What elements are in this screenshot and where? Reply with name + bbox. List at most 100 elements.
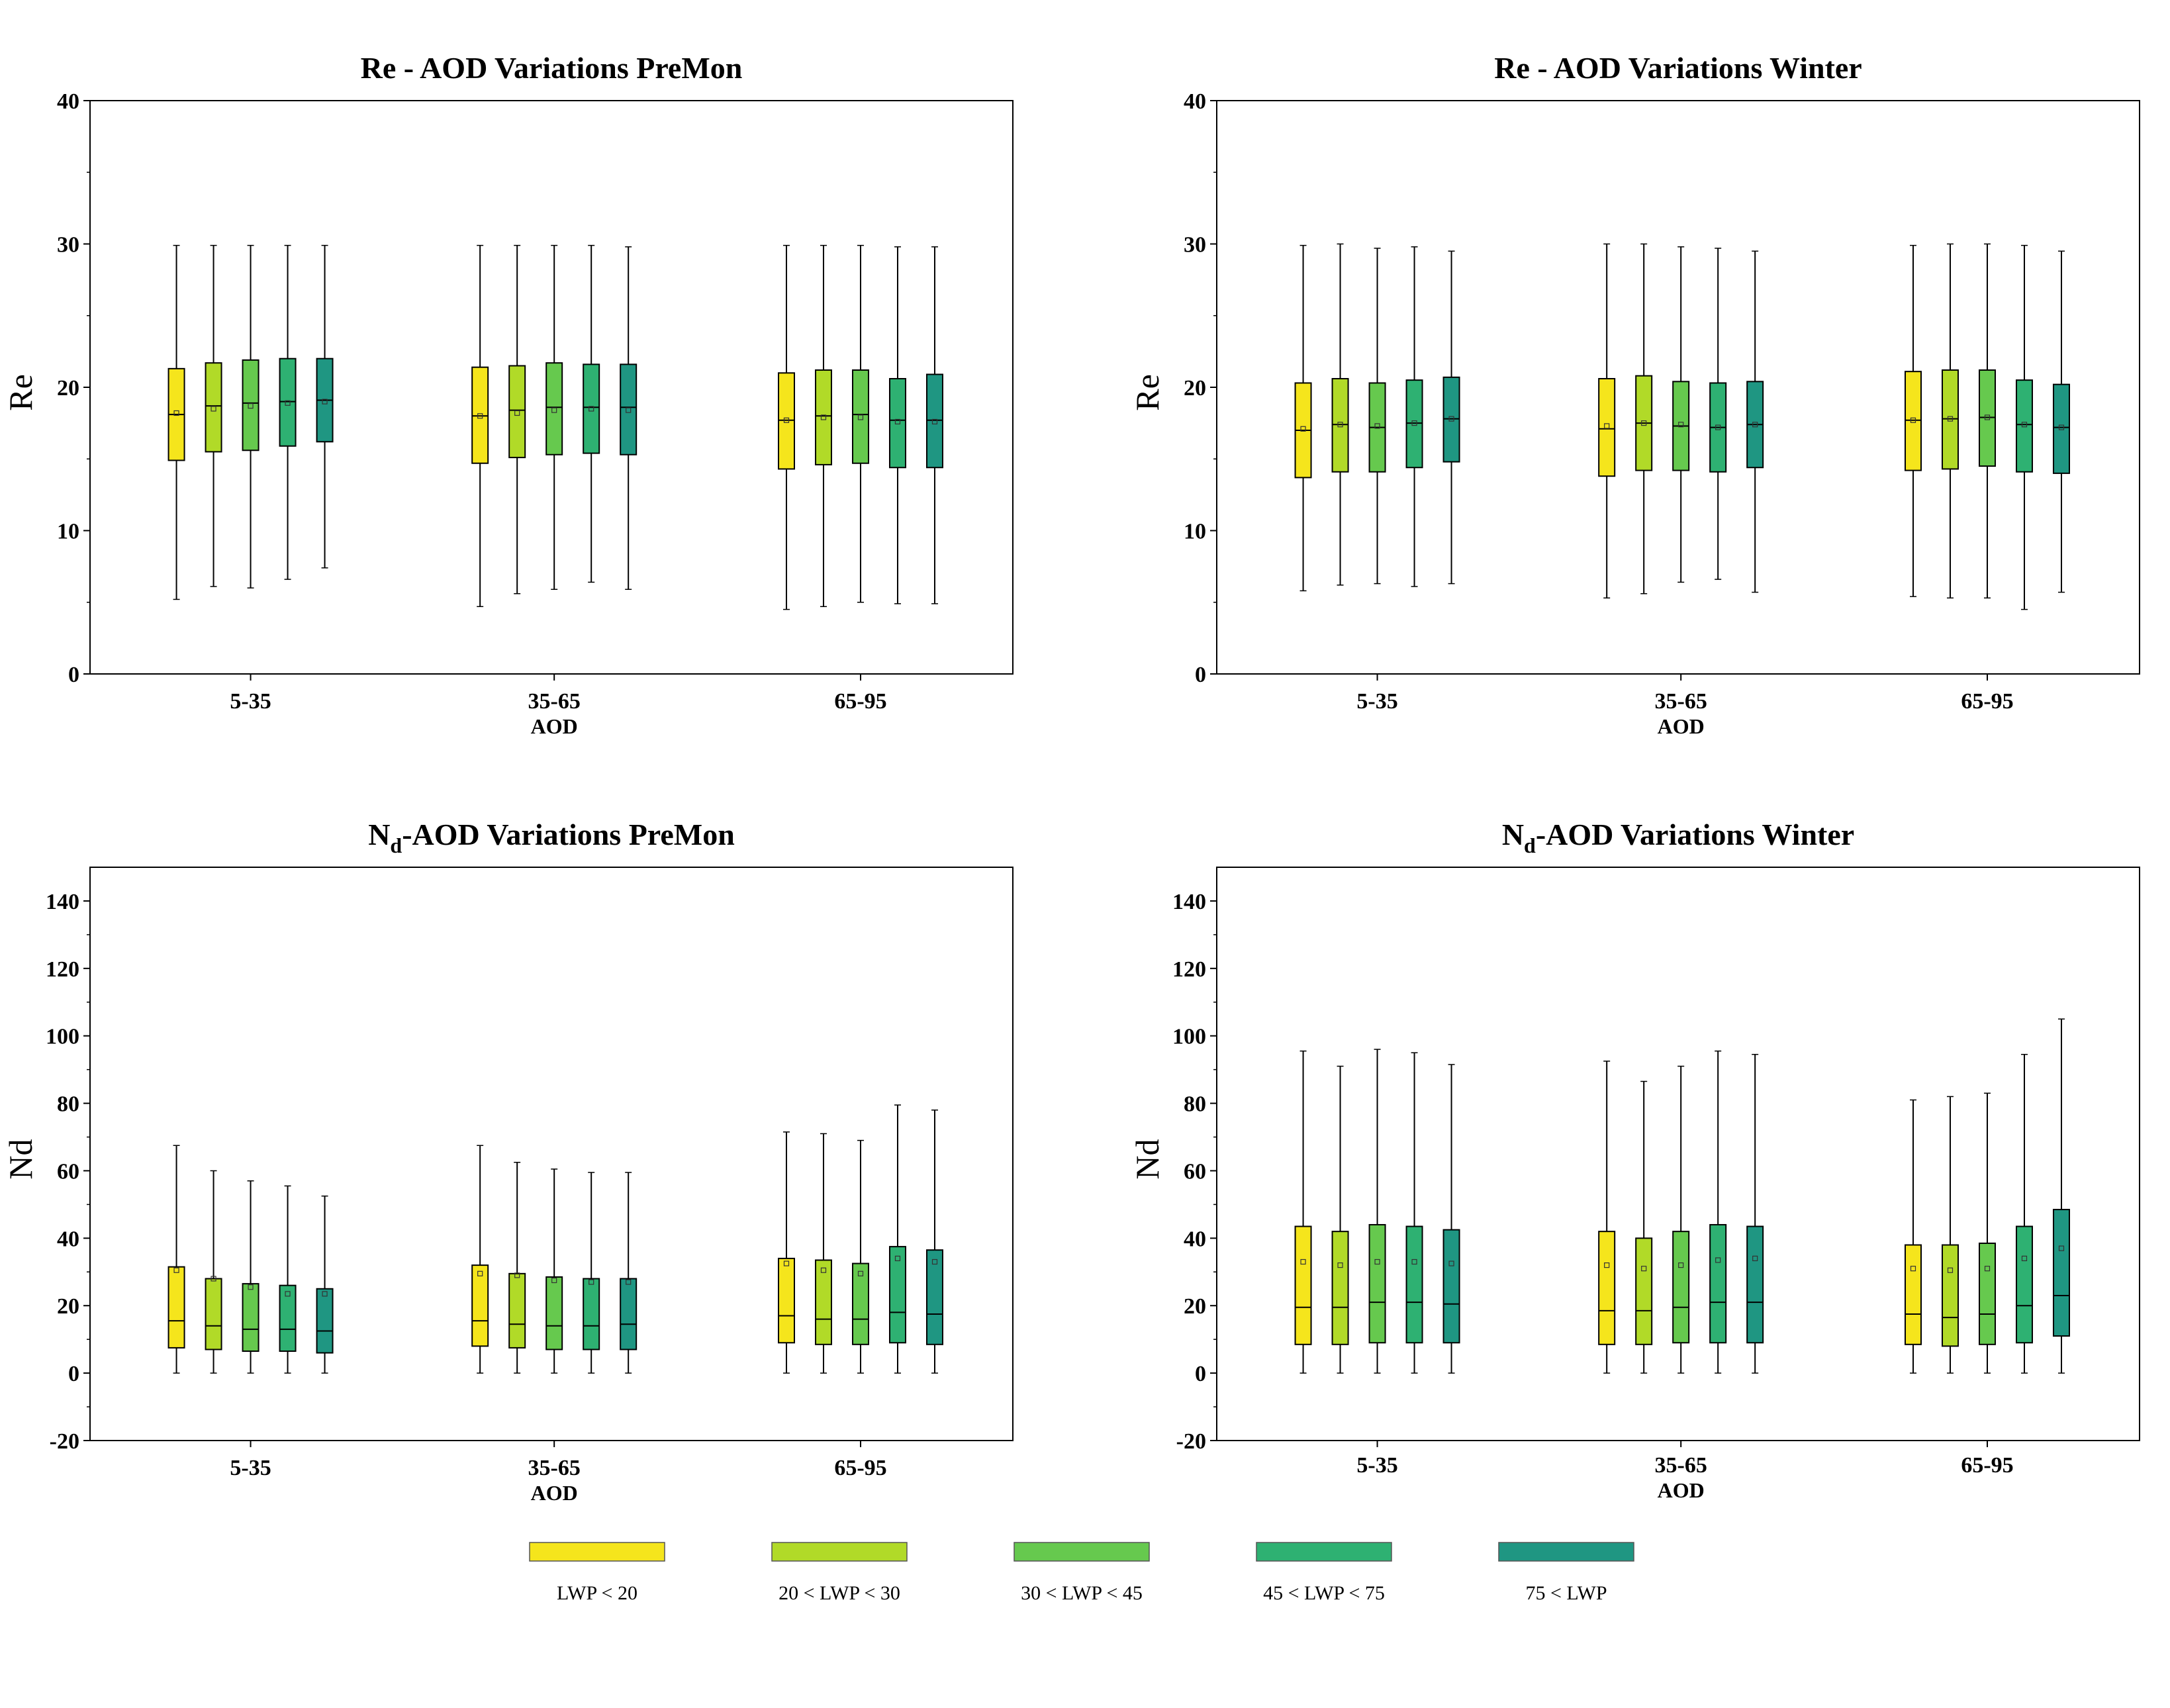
y-tick-label: -20 [1176,1429,1206,1454]
y-tick-label: 20 [1184,1294,1206,1319]
box-1-cat-3 [777,244,795,610]
legend-swatch [1498,1542,1634,1562]
box-2-cat-1 [1331,243,1349,586]
box-4-cat-3 [2015,244,2033,610]
mean-marker [1984,1266,1991,1272]
mean-marker [626,1279,632,1285]
box-iqr [242,1283,259,1352]
box-4-cat-1 [279,1185,297,1374]
box-4-cat-3 [2015,1053,2033,1374]
box-1-cat-2 [471,1145,489,1374]
box-iqr [508,365,526,459]
mean-marker [1947,1267,1954,1273]
y-tick-label: 40 [1184,1227,1206,1251]
mean-marker [1604,1262,1610,1268]
y-tick-label: 40 [1184,89,1206,114]
box-iqr [1635,1237,1653,1345]
box-3-cat-3 [1978,1092,1996,1374]
box-iqr [1978,1242,1996,1345]
box-1-cat-3 [1904,1099,1922,1374]
box-2-cat-3 [814,1133,832,1374]
box-5-cat-3 [2052,1018,2070,1374]
mean-marker [820,1267,827,1273]
mean-marker [894,418,901,425]
mean-marker [551,407,557,413]
mean-marker [248,403,254,409]
box-3-cat-3 [1978,243,1996,599]
box-iqr [1331,378,1349,473]
mean-marker [2058,424,2065,430]
box-iqr [1405,1225,1423,1344]
x-tick-label: 35-65 [1655,689,1707,714]
mean-marker [1337,1262,1343,1268]
box-iqr [814,369,832,465]
box-iqr [851,369,869,464]
y-tick-label: -20 [50,1429,79,1454]
y-tick-label: 0 [68,663,79,687]
legend-swatch [771,1542,908,1562]
mean-marker [2021,1255,2028,1262]
box-5-cat-1 [1442,1064,1460,1374]
box-iqr [777,1257,795,1344]
legend-item: LWP < 20 [529,1542,665,1604]
mean-marker [1984,414,1991,420]
box-iqr [1904,371,1922,471]
y-tick-label: 0 [68,1362,79,1386]
chart-title: Re - AOD Variations PreMon [361,51,743,85]
plot-frame [1216,867,2140,1441]
box-iqr [1746,1225,1764,1344]
mean-marker [477,413,483,419]
mean-marker [211,406,216,412]
legend-label: 30 < LWP < 45 [1021,1582,1143,1604]
box-3-cat-1 [1368,1049,1386,1374]
box-2-cat-2 [508,1161,526,1374]
box-iqr [620,363,637,455]
box-iqr [1598,1231,1616,1345]
mean-marker [857,414,864,420]
mean-marker [477,1270,483,1276]
legend-label: 45 < LWP < 75 [1263,1582,1385,1604]
x-tick-label: 65-95 [834,1456,886,1480]
legend-swatch [529,1542,665,1562]
box-1-cat-1 [1294,244,1312,592]
box-iqr [620,1278,637,1351]
box-iqr [471,366,489,464]
y-axis-label: Nd [1129,1139,1166,1179]
box-2-cat-2 [1635,243,1653,594]
box-4-cat-2 [583,244,600,583]
mean-marker [783,1260,790,1266]
x-tick-label: 5-35 [230,1456,271,1480]
y-tick-label: 20 [1184,376,1206,401]
chart-title: Nd-AOD Variations PreMon [368,818,735,857]
box-iqr [2015,379,2033,473]
y-tick-label: 20 [57,376,79,401]
box-4-cat-2 [583,1172,600,1374]
box-2-cat-1 [1331,1065,1349,1374]
mean-marker [783,417,790,423]
y-tick-label: 80 [57,1092,79,1117]
box-1-cat-2 [471,244,489,607]
box-iqr [1941,1244,1959,1347]
x-tick-label: 35-65 [528,1456,581,1480]
y-tick-label: 140 [46,890,79,914]
box-4-cat-1 [1405,246,1423,587]
x-axis-label: AOD [1658,714,1705,738]
x-axis-label: AOD [531,714,578,738]
mean-marker [626,407,632,413]
box-iqr [279,357,297,447]
box-iqr [888,1246,906,1344]
x-tick-label: 65-95 [1961,689,2013,714]
legend-swatch [1256,1542,1392,1562]
mean-marker [322,399,328,404]
mean-marker [1715,1257,1721,1263]
y-tick-label: 100 [46,1025,79,1049]
box-iqr [1368,1223,1386,1344]
box-iqr [242,359,259,451]
y-tick-label: 10 [57,520,79,544]
box-1-cat-2 [1598,243,1616,599]
box-4-cat-1 [279,244,297,580]
mean-marker [1448,1260,1454,1266]
plot-3: Nd-AOD Variations PreMon -20 0 20 40 60 80 100 1… [2,818,1014,1505]
mean-marker [1604,423,1610,429]
